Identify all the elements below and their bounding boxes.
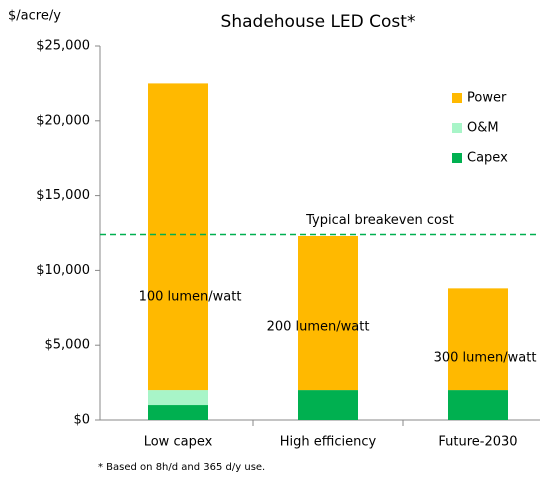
x-tick-label: Future-2030 (438, 435, 517, 450)
legend-swatch (452, 123, 462, 133)
x-tick-label: Low capex (144, 435, 213, 450)
y-tick-label: $0 (73, 413, 90, 428)
annotation: 200 lumen/watt (267, 320, 370, 335)
y-tick-label: $15,000 (36, 188, 90, 203)
annotation: 100 lumen/watt (139, 290, 242, 305)
y-tick-label: $5,000 (45, 338, 91, 353)
legend-swatch (452, 153, 462, 163)
annotation: 300 lumen/watt (434, 351, 537, 366)
reference-label: Typical breakeven cost (305, 213, 454, 228)
footnote: * Based on 8h/d and 365 d/y use. (98, 462, 265, 473)
y-tick-label: $20,000 (36, 113, 90, 128)
y-tick-label: $25,000 (36, 39, 90, 54)
bar-segment (298, 235, 358, 391)
bar-segment (148, 83, 208, 391)
x-tick-label: High efficiency (280, 435, 377, 450)
legend-label: Capex (467, 151, 508, 166)
chart-title: Shadehouse LED Cost* (221, 12, 416, 32)
y-tick-label: $10,000 (36, 263, 90, 278)
bar-segment (148, 390, 208, 406)
legend-swatch (452, 93, 462, 103)
bar-segment (448, 390, 508, 420)
bar-segment (448, 288, 508, 391)
bar-segment (298, 390, 358, 420)
bar-segment (148, 405, 208, 420)
legend-label: Power (467, 91, 507, 106)
y-axis-label: $/acre/y (8, 9, 61, 24)
legend-label: O&M (467, 121, 499, 136)
